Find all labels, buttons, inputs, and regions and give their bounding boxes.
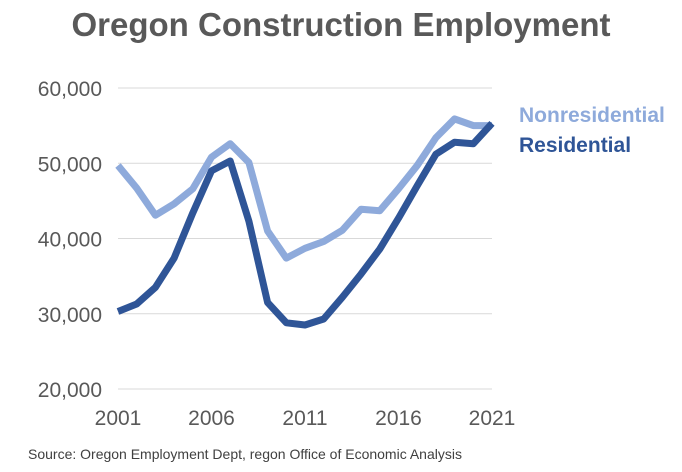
source-note: Source: Oregon Employment Dept, regon Of… bbox=[28, 446, 462, 462]
series-line-nonresidential bbox=[115, 115, 492, 262]
y-tick-label: 30,000 bbox=[38, 304, 102, 327]
y-tick-label: 50,000 bbox=[38, 153, 102, 176]
y-axis-tick-labels: 20,000 30,000 40,000 50,000 60,000 bbox=[38, 78, 102, 402]
legend-label-nonresidential: Nonresidential bbox=[519, 104, 665, 127]
legend: Nonresidential Residential bbox=[519, 104, 665, 157]
series-line-residential bbox=[116, 121, 495, 329]
y-tick-label: 40,000 bbox=[38, 229, 102, 252]
series-lines bbox=[115, 115, 495, 329]
chart-title: Oregon Construction Employment bbox=[71, 6, 611, 43]
y-tick-label: 20,000 bbox=[38, 379, 102, 402]
x-tick-label: 2021 bbox=[469, 407, 516, 430]
x-tick-label: 2001 bbox=[95, 407, 142, 430]
legend-label-residential: Residential bbox=[519, 134, 631, 157]
x-tick-label: 2006 bbox=[188, 407, 235, 430]
x-tick-label: 2011 bbox=[282, 407, 327, 430]
x-tick-label: 2016 bbox=[375, 407, 422, 430]
x-axis-tick-labels: 2001 2006 2011 2016 2021 bbox=[95, 407, 516, 430]
y-tick-label: 60,000 bbox=[38, 78, 102, 101]
